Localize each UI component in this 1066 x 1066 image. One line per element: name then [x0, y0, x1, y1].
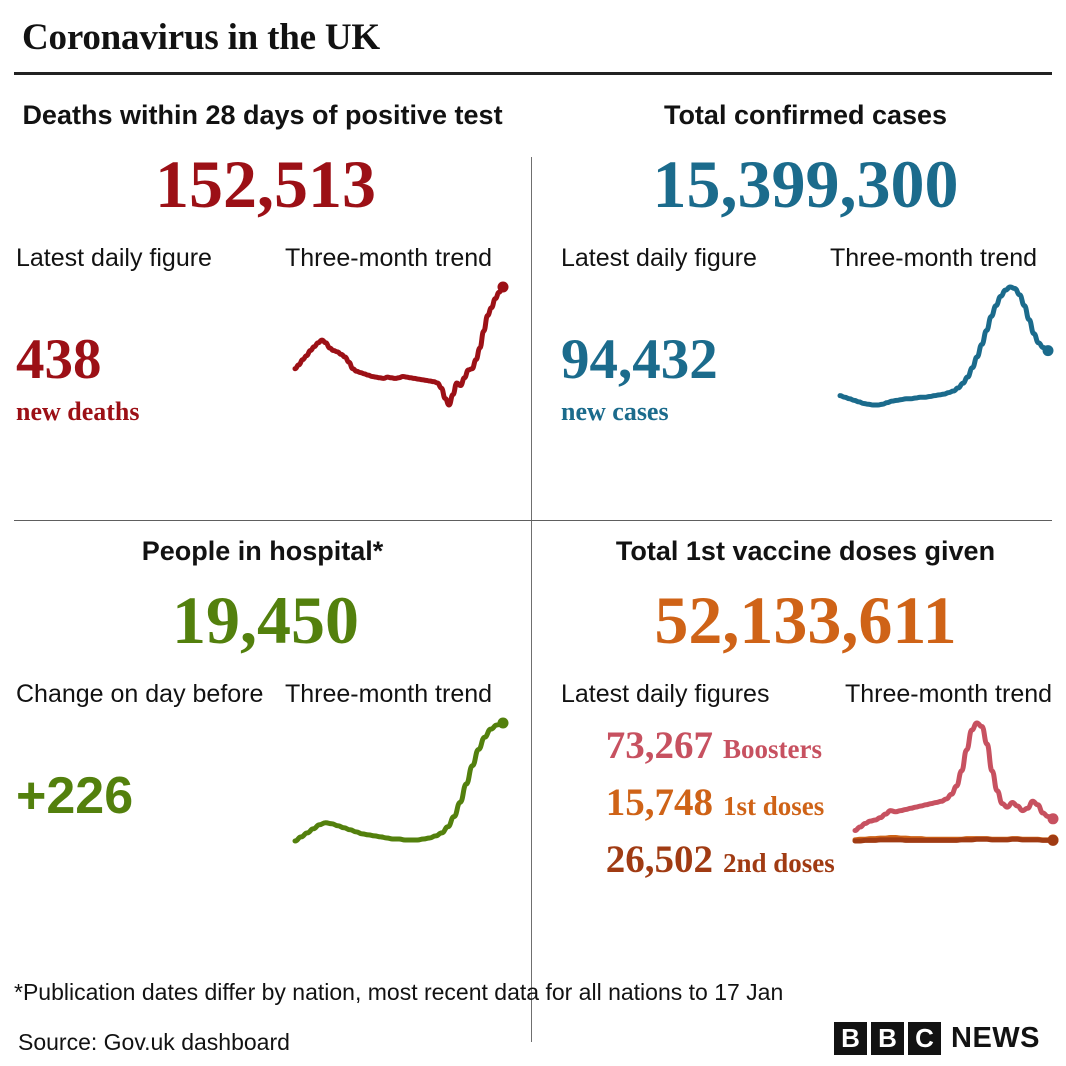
bbc-letter-b2: B: [871, 1022, 904, 1055]
panel-cases-total: 15,399,300: [652, 146, 959, 222]
header-divider: [14, 72, 1052, 75]
horizontal-divider: [14, 520, 1052, 521]
panel-vaccine-title: Total 1st vaccine doses given: [615, 536, 996, 566]
vaccine-sparkline: [852, 720, 1059, 846]
panel-hospital-latest-label: Change on day before: [16, 680, 264, 708]
panel-deaths-latest-label: Latest daily figure: [16, 244, 212, 272]
vaccine-dose-list: 73,267 Boosters 15,748 1st doses 26,502 …: [561, 723, 845, 886]
deaths-sparkline: [292, 281, 509, 408]
vertical-divider: [531, 157, 532, 1042]
panel-deaths-total: 152,513: [155, 146, 376, 222]
footnote: *Publication dates differ by nation, mos…: [14, 979, 784, 1005]
panel-hospital-title: People in hospital*: [141, 536, 384, 566]
dose-label-first: 1st doses: [723, 791, 825, 821]
bbc-news-word: NEWS: [951, 1022, 1040, 1054]
header: Coronavirus in the UK: [0, 0, 1066, 60]
list-item: 73,267 Boosters: [561, 723, 845, 772]
panel-cases-latest-col: Latest daily figure 94,432 new cases: [545, 243, 830, 427]
bbc-letter-c: C: [908, 1022, 941, 1055]
panel-hospital-latest-value: +226: [16, 767, 134, 825]
panel-hospital-trend-label: Three-month trend: [285, 680, 493, 708]
panel-vaccine-latest-label: Latest daily figures: [561, 680, 770, 708]
panel-cases-latest-label: Latest daily figure: [561, 244, 757, 272]
panel-deaths: Deaths within 28 days of positive test 1…: [0, 85, 531, 520]
panel-deaths-latest-caption: new deaths: [16, 397, 140, 426]
panel-vaccine-total: 52,133,611: [654, 582, 957, 658]
panel-hospital-total: 19,450: [172, 582, 359, 658]
panel-cases-latest-value: 94,432: [561, 328, 718, 391]
panel-hospital: People in hospital* 19,450 Change on day…: [0, 521, 531, 961]
panel-deaths-trend-col: Three-month trend: [285, 243, 513, 423]
dose-value-boosters: 73,267: [605, 724, 713, 767]
panel-cases-title: Total confirmed cases: [663, 100, 948, 130]
panel-cases-trend-col: Three-month trend: [830, 243, 1058, 423]
dose-value-first: 15,748: [605, 781, 713, 824]
panel-deaths-title: Deaths within 28 days of positive test: [22, 100, 503, 130]
bbc-letter-b1: B: [834, 1022, 867, 1055]
panel-hospital-latest-col: Change on day before +226: [0, 679, 285, 827]
panel-vaccine: Total 1st vaccine doses given 52,133,611…: [531, 521, 1066, 961]
dose-value-second: 26,502: [605, 838, 713, 881]
dose-label-boosters: Boosters: [723, 734, 822, 764]
panel-deaths-latest-value: 438: [16, 328, 102, 391]
page-title: Coronavirus in the UK: [22, 17, 380, 58]
hospital-sparkline: [292, 717, 509, 844]
stats-grid: Deaths within 28 days of positive test 1…: [0, 75, 1066, 1042]
dose-label-second: 2nd doses: [723, 848, 835, 878]
panel-cases-latest-caption: new cases: [561, 397, 669, 426]
panel-cases-trend-label: Three-month trend: [830, 244, 1038, 272]
source-label: Source: Gov.uk dashboard: [18, 1029, 290, 1055]
panel-vaccine-trend-label: Three-month trend: [845, 680, 1053, 708]
panel-deaths-trend-label: Three-month trend: [285, 244, 493, 272]
panel-hospital-trend-col: Three-month trend: [285, 679, 513, 859]
panel-cases: Total confirmed cases 15,399,300 Latest …: [531, 85, 1066, 520]
list-item: 15,748 1st doses: [561, 780, 845, 829]
panel-vaccine-trend-col: Three-month trend: [845, 679, 1063, 859]
bbc-news-logo: B B C NEWS: [834, 1022, 1040, 1055]
panel-deaths-subrow: Latest daily figure 438 new deaths Three…: [0, 243, 531, 427]
list-item: 26,502 2nd doses: [561, 837, 845, 886]
panel-hospital-subrow: Change on day before +226 Three-month tr…: [0, 679, 531, 859]
panel-vaccine-subrow: Latest daily figures 73,267 Boosters 15,…: [531, 679, 1066, 894]
panel-cases-subrow: Latest daily figure 94,432 new cases Thr…: [531, 243, 1066, 427]
panel-deaths-latest-col: Latest daily figure 438 new deaths: [0, 243, 285, 427]
cases-sparkline: [837, 284, 1054, 408]
footer: *Publication dates differ by nation, mos…: [0, 966, 1066, 1066]
panel-vaccine-latest-col: Latest daily figures 73,267 Boosters 15,…: [545, 679, 845, 894]
